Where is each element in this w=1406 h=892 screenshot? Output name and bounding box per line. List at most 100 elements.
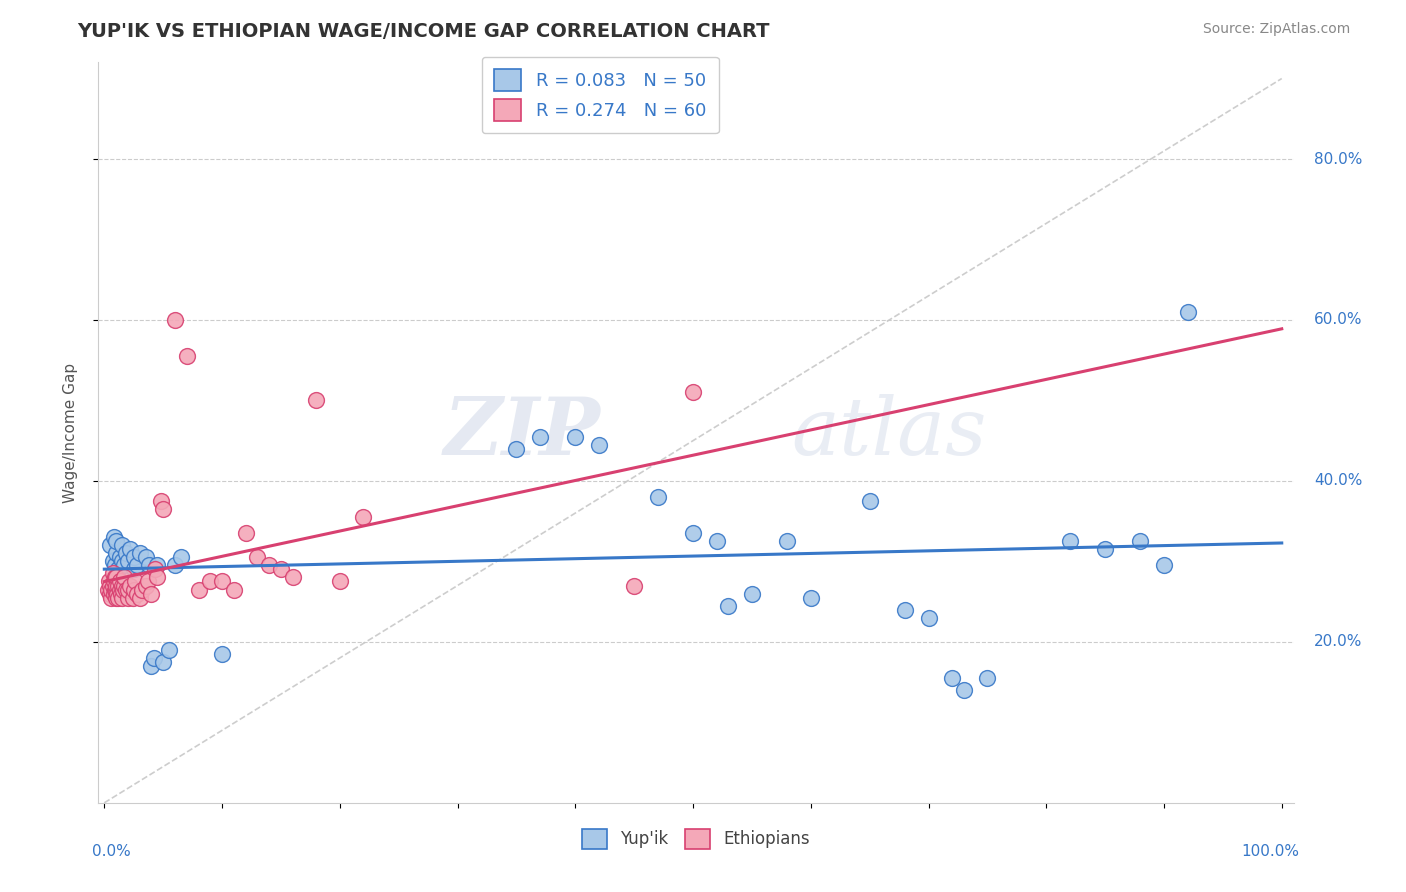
Point [505, 442, 527, 456]
Text: 0.0%: 0.0% [93, 844, 131, 858]
Point [305, 393, 328, 408]
Point [257, 558, 280, 573]
Point [222, 582, 245, 597]
Point [1094, 542, 1116, 557]
Point [146, 570, 169, 584]
Point [741, 586, 763, 600]
Point [100, 582, 122, 597]
Point [105, 586, 128, 600]
Point [141, 586, 163, 600]
Point [111, 591, 134, 605]
Point [941, 671, 963, 685]
Point [111, 554, 134, 568]
Text: 80.0%: 80.0% [1313, 152, 1362, 167]
Point [146, 558, 169, 573]
Point [110, 586, 132, 600]
Point [138, 558, 160, 573]
Point [800, 591, 823, 605]
Point [149, 494, 172, 508]
Point [121, 591, 143, 605]
Point [329, 574, 352, 589]
Point [112, 570, 135, 584]
Point [1129, 534, 1152, 549]
Legend: Yup'ik, Ethiopians: Yup'ik, Ethiopians [574, 821, 818, 857]
Point [211, 574, 233, 589]
Point [104, 558, 127, 573]
Point [101, 554, 124, 568]
Point [235, 526, 257, 541]
Point [105, 578, 128, 592]
Point [200, 574, 222, 589]
Point [108, 574, 131, 589]
Point [152, 502, 174, 516]
Point [105, 546, 128, 560]
Point [136, 574, 159, 589]
Text: YUP'IK VS ETHIOPIAN WAGE/INCOME GAP CORRELATION CHART: YUP'IK VS ETHIOPIAN WAGE/INCOME GAP CORR… [77, 22, 770, 41]
Point [98, 578, 121, 592]
Text: 40.0%: 40.0% [1313, 474, 1362, 489]
Point [623, 578, 645, 592]
Point [114, 582, 136, 597]
Point [564, 430, 586, 444]
Point [1177, 305, 1199, 319]
Point [143, 562, 166, 576]
Point [111, 538, 134, 552]
Point [917, 610, 939, 624]
Point [859, 494, 882, 508]
Point [98, 586, 121, 600]
Point [352, 510, 374, 524]
Point [103, 574, 125, 589]
Point [107, 578, 129, 592]
Point [103, 586, 125, 600]
Point [163, 313, 186, 327]
Point [976, 671, 998, 685]
Point [717, 599, 740, 613]
Point [114, 546, 136, 560]
Point [112, 578, 135, 592]
Point [108, 582, 131, 597]
Point [105, 534, 128, 549]
Point [588, 438, 610, 452]
Point [117, 582, 139, 597]
Point [105, 570, 128, 584]
Point [281, 570, 304, 584]
Point [120, 542, 142, 557]
Point [105, 582, 128, 597]
Point [187, 582, 209, 597]
Point [98, 538, 121, 552]
Point [107, 562, 129, 576]
Text: 100.0%: 100.0% [1241, 844, 1299, 858]
Point [706, 534, 728, 549]
Point [120, 578, 142, 592]
Point [211, 647, 233, 661]
Point [112, 558, 135, 573]
Point [97, 582, 120, 597]
Point [122, 562, 145, 576]
Point [101, 566, 124, 581]
Point [117, 591, 139, 605]
Point [152, 655, 174, 669]
Point [953, 683, 976, 698]
Point [104, 582, 127, 597]
Point [1153, 558, 1175, 573]
Point [107, 591, 129, 605]
Point [111, 578, 134, 592]
Point [142, 651, 165, 665]
Point [647, 490, 669, 504]
Point [117, 554, 139, 568]
Text: ZIP: ZIP [443, 394, 600, 471]
Point [157, 643, 180, 657]
Point [270, 562, 292, 576]
Point [112, 582, 135, 597]
Point [122, 550, 145, 565]
Point [246, 550, 269, 565]
Point [134, 550, 156, 565]
Point [105, 591, 128, 605]
Point [127, 558, 149, 573]
Point [776, 534, 799, 549]
Point [1059, 534, 1081, 549]
Point [682, 526, 704, 541]
Point [128, 546, 150, 560]
Point [104, 570, 127, 584]
Point [124, 574, 146, 589]
